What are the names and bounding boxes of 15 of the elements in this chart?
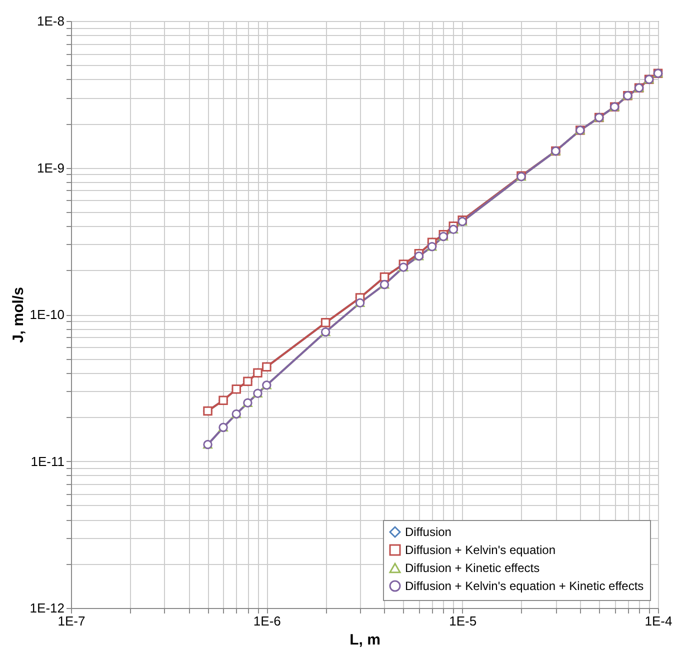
y-tick-label: 1E-10 bbox=[30, 307, 64, 322]
x-axis-title: L, m bbox=[350, 632, 380, 648]
y-axis-title: J, mol/s bbox=[10, 287, 27, 343]
x-tick-label: 1E-6 bbox=[253, 614, 281, 628]
legend-label: Diffusion bbox=[405, 525, 452, 539]
y-tick-label: 1E-12 bbox=[30, 600, 64, 616]
x-tick-label: 1E-4 bbox=[644, 614, 672, 628]
x-tick-label: 1E-5 bbox=[449, 614, 477, 628]
legend-label: Diffusion + Kinetic effects bbox=[405, 561, 540, 575]
y-tick-label: 1E-9 bbox=[37, 160, 64, 176]
legend-label: Diffusion + Kelvin's equation bbox=[405, 543, 556, 557]
y-tick-label: 1E-8 bbox=[37, 14, 64, 28]
x-tick-label: 1E-7 bbox=[58, 614, 86, 628]
legend-label: Diffusion + Kelvin's equation + Kinetic effects bbox=[405, 579, 644, 593]
y-tick-label: 1E-11 bbox=[30, 454, 64, 469]
